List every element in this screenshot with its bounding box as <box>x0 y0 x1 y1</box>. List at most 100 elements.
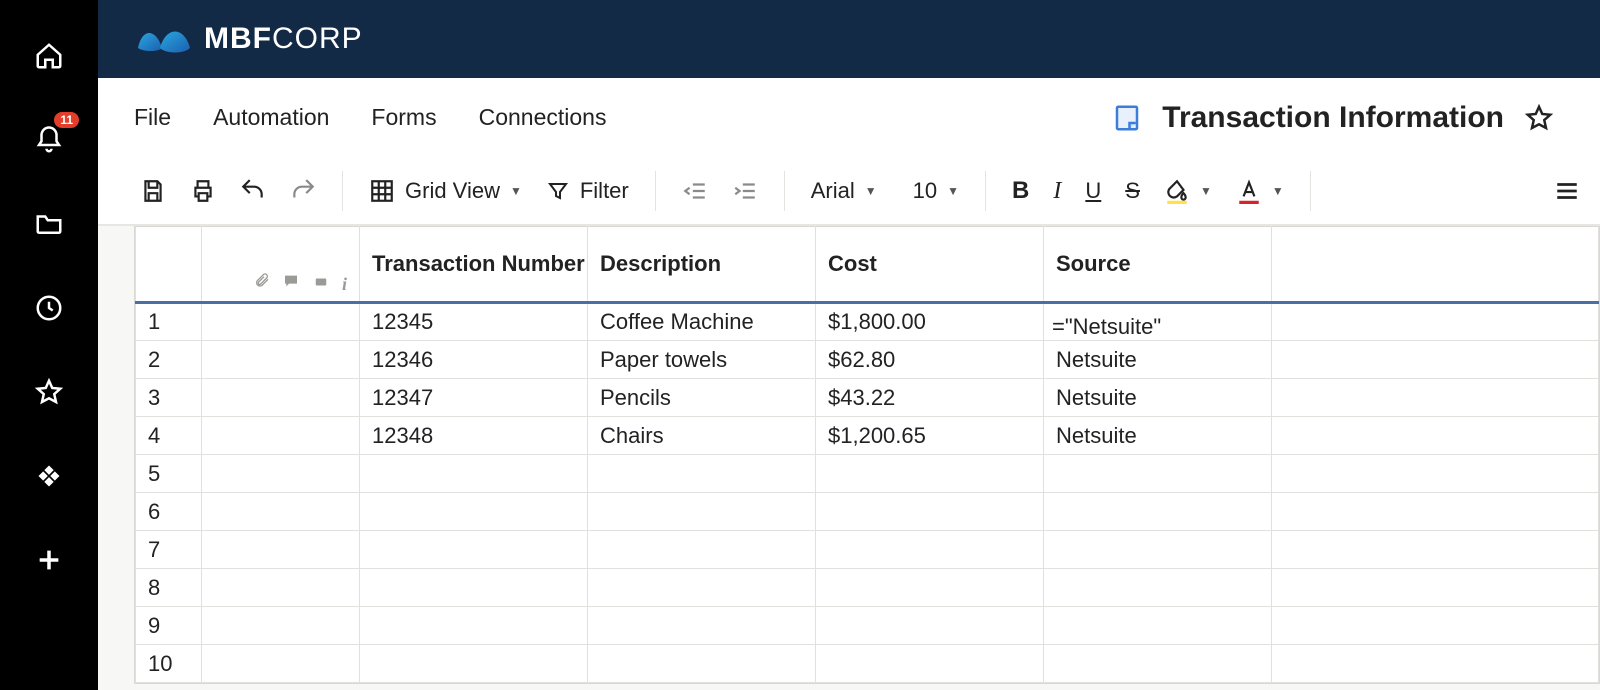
cell-source[interactable] <box>1044 645 1272 683</box>
table-row[interactable]: 7 <box>136 531 1599 569</box>
cell-source[interactable] <box>1044 569 1272 607</box>
table-row[interactable]: 5 <box>136 455 1599 493</box>
cell-description[interactable]: Chairs <box>588 417 816 455</box>
cell-transaction-number[interactable]: 12346 <box>360 341 588 379</box>
cell-empty[interactable] <box>1272 607 1599 645</box>
row-tools-cell[interactable] <box>202 645 360 683</box>
recent-icon[interactable] <box>29 288 69 328</box>
cell-cost[interactable] <box>816 569 1044 607</box>
row-number[interactable]: 10 <box>136 645 202 683</box>
cell-cost[interactable] <box>816 493 1044 531</box>
row-tools-cell[interactable] <box>202 569 360 607</box>
cell-source[interactable] <box>1044 531 1272 569</box>
filter-button[interactable]: Filter <box>546 178 629 204</box>
cell-description[interactable] <box>588 455 816 493</box>
cell-cost[interactable]: $43.22 <box>816 379 1044 417</box>
table-row[interactable]: 10 <box>136 645 1599 683</box>
row-number[interactable]: 8 <box>136 569 202 607</box>
cell-source[interactable]: Netsuite <box>1044 341 1272 379</box>
cell-transaction-number[interactable] <box>360 455 588 493</box>
cell-description[interactable] <box>588 531 816 569</box>
row-tools-cell[interactable] <box>202 493 360 531</box>
comment-icon[interactable] <box>282 269 300 295</box>
row-tools-cell[interactable] <box>202 531 360 569</box>
cell-description[interactable]: Pencils <box>588 379 816 417</box>
cell-description[interactable]: Paper towels <box>588 341 816 379</box>
sheet[interactable]: i Transaction Number Description Cost So… <box>134 226 1600 684</box>
favorites-icon[interactable] <box>29 372 69 412</box>
col-header-source[interactable]: Source <box>1044 227 1272 303</box>
info-icon[interactable]: i <box>342 274 347 295</box>
row-tools-cell[interactable] <box>202 607 360 645</box>
row-tools-cell[interactable] <box>202 417 360 455</box>
menu-forms[interactable]: Forms <box>371 104 436 131</box>
font-family-select[interactable]: Arial ▼ <box>811 178 877 204</box>
row-number[interactable]: 1 <box>136 303 202 341</box>
menu-file[interactable]: File <box>134 104 171 131</box>
home-icon[interactable] <box>29 36 69 76</box>
cell-empty[interactable] <box>1272 341 1599 379</box>
save-button[interactable] <box>140 178 166 204</box>
row-number[interactable]: 9 <box>136 607 202 645</box>
row-tools-cell[interactable] <box>202 341 360 379</box>
row-number[interactable]: 3 <box>136 379 202 417</box>
cell-source[interactable] <box>1044 607 1272 645</box>
cell-empty[interactable] <box>1272 379 1599 417</box>
row-number[interactable]: 6 <box>136 493 202 531</box>
fill-color-button[interactable]: ▼ <box>1164 178 1212 204</box>
table-row[interactable]: 6 <box>136 493 1599 531</box>
table-row[interactable]: 312347Pencils$43.22Netsuite <box>136 379 1599 417</box>
col-header-description[interactable]: Description <box>588 227 816 303</box>
cell-source[interactable] <box>1044 455 1272 493</box>
cell-cost[interactable] <box>816 531 1044 569</box>
star-icon[interactable] <box>1524 103 1554 133</box>
card-icon[interactable] <box>312 269 330 295</box>
cell-description[interactable] <box>588 493 816 531</box>
menu-automation[interactable]: Automation <box>213 104 329 131</box>
strikethrough-button[interactable]: S <box>1125 178 1140 204</box>
table-row[interactable]: 9 <box>136 607 1599 645</box>
print-button[interactable] <box>190 178 216 204</box>
cell-transaction-number[interactable] <box>360 569 588 607</box>
cell-empty[interactable] <box>1272 645 1599 683</box>
cell-description[interactable] <box>588 569 816 607</box>
text-color-button[interactable]: ▼ <box>1236 178 1284 204</box>
cell-empty[interactable] <box>1272 493 1599 531</box>
cell-transaction-number[interactable]: 12348 <box>360 417 588 455</box>
cell-editor[interactable]: ="Netsuite" <box>1044 303 1272 341</box>
brand-logo[interactable]: MBFCORP <box>136 22 363 56</box>
col-header-cost[interactable]: Cost <box>816 227 1044 303</box>
table-row[interactable]: 2 12346Paper towels$62.80Netsuite <box>136 341 1599 379</box>
cell-cost[interactable]: $62.80 <box>816 341 1044 379</box>
row-number[interactable]: 2 <box>136 341 202 379</box>
outdent-button[interactable] <box>682 178 708 204</box>
cell-empty[interactable] <box>1272 303 1599 341</box>
cell-empty[interactable] <box>1272 531 1599 569</box>
cell-transaction-number[interactable] <box>360 493 588 531</box>
cell-empty[interactable] <box>1272 455 1599 493</box>
underline-button[interactable]: U <box>1085 178 1101 204</box>
cell-source[interactable]: Netsuite <box>1044 379 1272 417</box>
cell-cost[interactable] <box>816 455 1044 493</box>
row-number[interactable]: 7 <box>136 531 202 569</box>
menu-connections[interactable]: Connections <box>479 104 607 131</box>
undo-button[interactable] <box>240 178 266 204</box>
cell-cost[interactable]: $1,800.00 <box>816 303 1044 341</box>
add-icon[interactable] <box>29 540 69 580</box>
cell-description[interactable] <box>588 607 816 645</box>
italic-button[interactable]: I <box>1053 178 1061 205</box>
bold-button[interactable]: B <box>1012 177 1029 205</box>
cell-empty[interactable] <box>1272 417 1599 455</box>
col-header-empty[interactable] <box>1272 227 1599 303</box>
corner-cell[interactable] <box>136 227 202 303</box>
cell-description[interactable]: Coffee Machine <box>588 303 816 341</box>
row-tools-cell[interactable] <box>202 455 360 493</box>
apps-icon[interactable] <box>29 456 69 496</box>
redo-button[interactable] <box>290 178 316 204</box>
notifications-icon[interactable]: 11 <box>29 120 69 160</box>
folder-icon[interactable] <box>29 204 69 244</box>
cell-description[interactable] <box>588 645 816 683</box>
table-row[interactable]: 8 <box>136 569 1599 607</box>
cell-source[interactable]: Netsuite <box>1044 417 1272 455</box>
cell-empty[interactable] <box>1272 569 1599 607</box>
